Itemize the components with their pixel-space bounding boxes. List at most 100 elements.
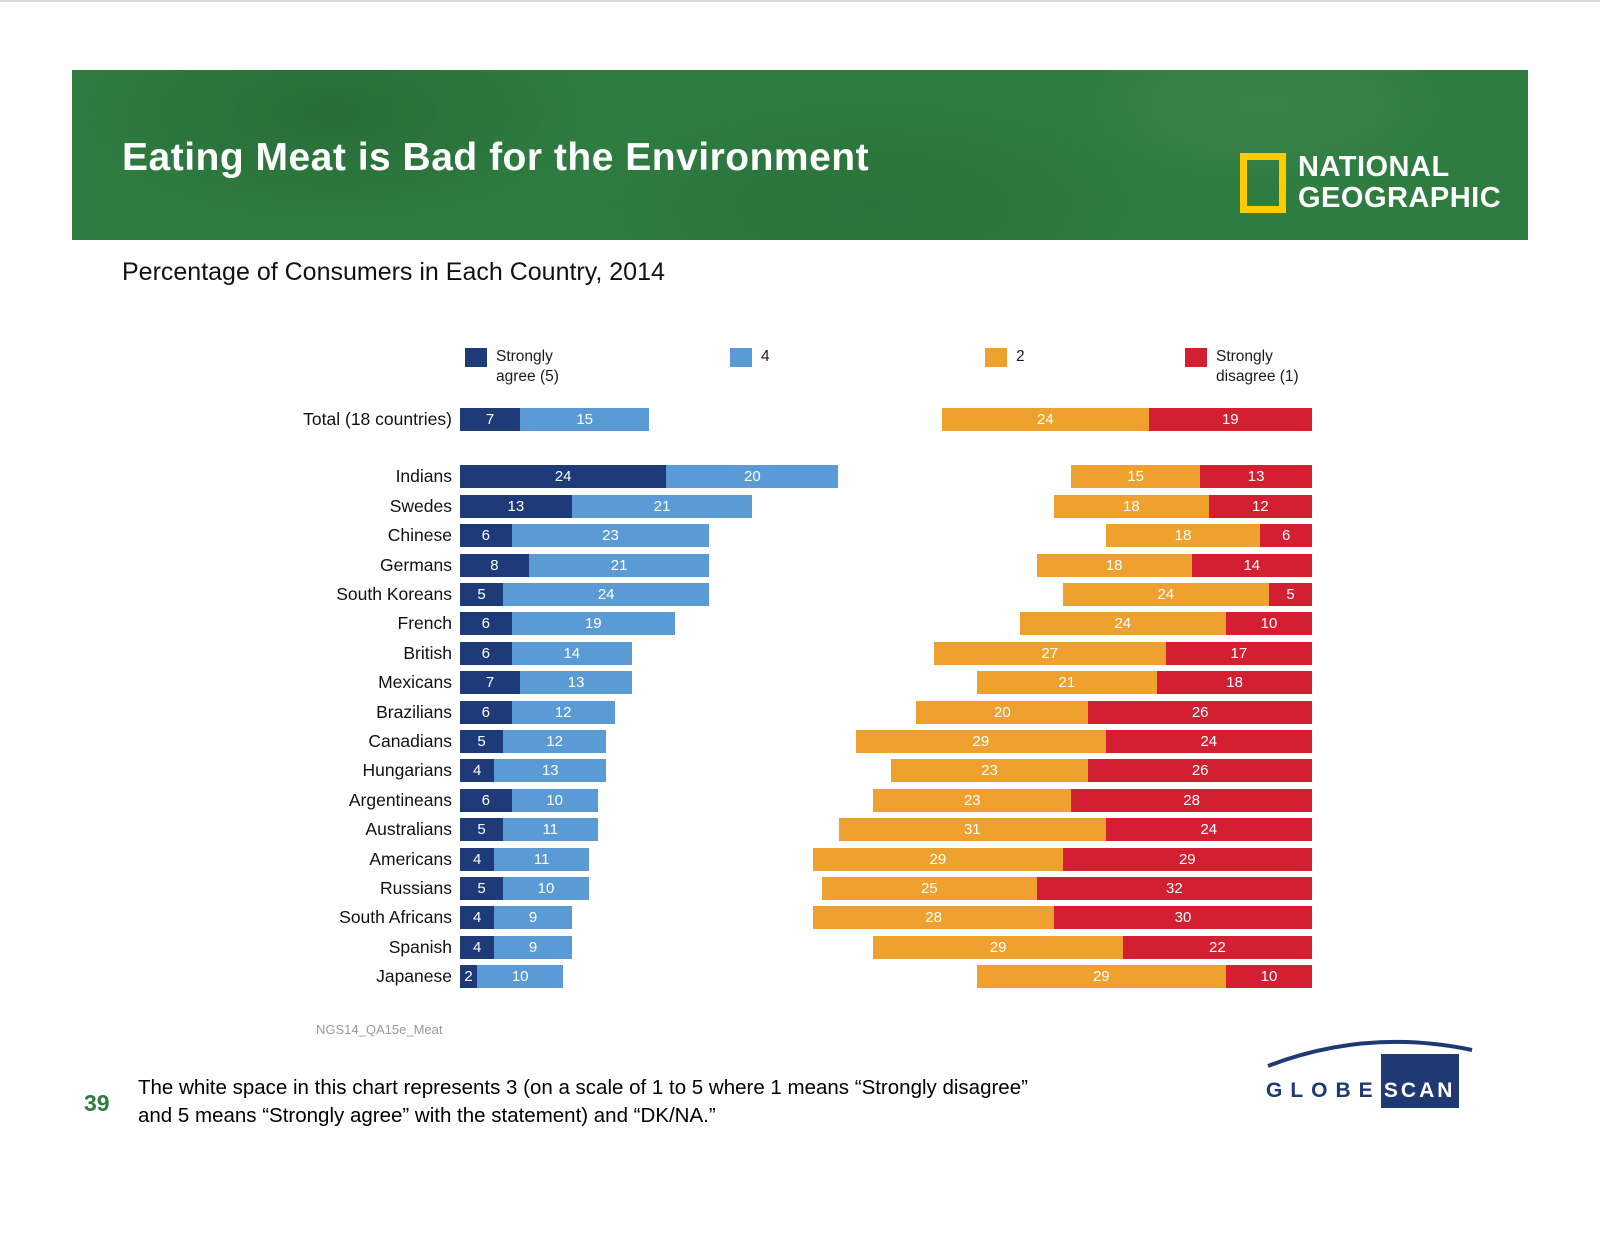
bar-4: 13 [494, 759, 607, 783]
bar-strongly-disagree: 26 [1088, 759, 1312, 783]
bar-strongly-agree: 6 [460, 524, 512, 548]
country-label: Russians [380, 878, 452, 898]
bar-strongly-agree: 6 [460, 641, 512, 665]
globescan-scan-text: SCAN [1380, 1054, 1459, 1108]
chart-subtitle: Percentage of Consumers in Each Country,… [122, 258, 665, 286]
bar-strongly-agree: 24 [460, 465, 667, 489]
footnote-line1: The white space in this chart represents… [138, 1076, 1028, 1099]
bar-strongly-disagree: 12 [1208, 494, 1312, 518]
legend-label: Strongly agree (5) [496, 348, 559, 386]
chart-row: Germans 8 21 18 14 [0, 553, 1600, 577]
chart-row: Japanese 2 10 29 10 [0, 965, 1600, 989]
chart-row: Australians 5 11 31 24 [0, 818, 1600, 842]
country-label: Total (18 countries) [303, 409, 452, 429]
top-divider [0, 0, 1600, 2]
bar-4: 14 [511, 641, 632, 665]
bar-strongly-agree: 5 [460, 583, 503, 606]
bar-4: 10 [477, 965, 564, 989]
bar-4: 21 [528, 553, 710, 577]
legend-swatch [730, 348, 752, 367]
bar-2: 28 [813, 906, 1054, 930]
country-label: Chinese [387, 525, 452, 546]
bar-4: 20 [666, 465, 839, 489]
bar-2: 31 [839, 818, 1106, 842]
globescan-globe-text: GLOBE [1266, 1079, 1381, 1102]
country-label: Australians [365, 819, 452, 840]
chart-row: Total (18 countries) 7 15 24 19 [0, 408, 1600, 431]
legend-label: 4 [761, 348, 770, 365]
bar-4: 13 [520, 671, 632, 695]
bar-2: 27 [933, 641, 1166, 665]
bar-4: 15 [520, 408, 650, 431]
bar-strongly-disagree: 5 [1269, 583, 1312, 606]
natgeo-line1: NATIONAL [1298, 151, 1450, 183]
bar-4: 21 [571, 494, 753, 518]
bar-2: 24 [942, 408, 1149, 431]
bar-strongly-agree: 6 [460, 788, 512, 812]
legend-label: Strongly disagree (1) [1216, 348, 1299, 386]
globescan-logo: GLOBE SCAN [1262, 1036, 1478, 1108]
chart-row: Americans 4 11 29 29 [0, 847, 1600, 871]
bar-4: 9 [494, 935, 572, 959]
bar-2: 29 [813, 847, 1063, 871]
country-label: Canadians [368, 731, 452, 751]
bar-4: 12 [511, 700, 615, 724]
slide-title: Eating Meat is Bad for the Environment [122, 136, 870, 179]
bar-strongly-agree: 4 [460, 906, 495, 930]
bar-strongly-disagree: 6 [1260, 524, 1312, 548]
bar-strongly-disagree: 19 [1148, 408, 1312, 431]
bar-2: 20 [916, 700, 1089, 724]
bar-strongly-disagree: 32 [1036, 877, 1312, 900]
bar-4: 24 [503, 583, 710, 606]
bar-2: 29 [873, 935, 1123, 959]
country-label: Germans [380, 554, 452, 575]
bar-strongly-agree: 8 [460, 553, 529, 577]
chart-row: Spanish 4 9 29 22 [0, 935, 1600, 959]
country-label: British [403, 642, 452, 663]
bar-2: 29 [976, 965, 1226, 989]
legend-swatch [465, 348, 487, 367]
bar-2: 21 [976, 671, 1158, 695]
bar-strongly-disagree: 30 [1054, 906, 1312, 930]
country-label: Spanish [388, 936, 452, 957]
footnote: The white space in this chart represents… [138, 1074, 1028, 1130]
natgeo-frame-icon [1240, 153, 1286, 213]
bar-2: 25 [821, 877, 1037, 900]
chart-row: Hungarians 4 13 23 26 [0, 759, 1600, 783]
bar-strongly-disagree: 18 [1157, 671, 1312, 695]
country-label: South Africans [339, 907, 452, 928]
bar-strongly-disagree: 26 [1088, 700, 1312, 724]
bar-strongly-disagree: 24 [1105, 730, 1312, 753]
bar-strongly-agree: 5 [460, 818, 503, 842]
bar-4: 23 [511, 524, 710, 548]
bar-2: 23 [873, 788, 1072, 812]
chart-row: Chinese 6 23 18 6 [0, 524, 1600, 548]
chart-row: Mexicans 7 13 21 18 [0, 671, 1600, 695]
bar-4: 12 [503, 730, 607, 753]
bar-strongly-agree: 5 [460, 877, 503, 900]
natgeo-line2: GEOGRAPHIC [1298, 182, 1502, 214]
bar-strongly-agree: 4 [460, 759, 495, 783]
bar-2: 18 [1105, 524, 1261, 548]
country-label: French [397, 613, 452, 634]
bar-2: 15 [1071, 465, 1201, 489]
chart-row: Indians 24 20 15 13 [0, 465, 1600, 489]
header-banner: Eating Meat is Bad for the Environment N… [72, 70, 1528, 240]
bar-strongly-disagree: 10 [1226, 965, 1312, 989]
bar-4: 10 [503, 877, 589, 900]
bar-strongly-disagree: 22 [1122, 935, 1312, 959]
legend-swatch [1185, 348, 1207, 367]
bar-strongly-agree: 5 [460, 730, 503, 753]
bar-strongly-disagree: 29 [1062, 847, 1312, 871]
bar-strongly-agree: 7 [460, 408, 521, 431]
chart-row: South Africans 4 9 28 30 [0, 906, 1600, 930]
bar-strongly-agree: 4 [460, 935, 495, 959]
bar-2: 18 [1036, 553, 1192, 577]
natgeo-logo: NATIONAL GEOGRAPHIC [1240, 152, 1501, 214]
bar-2: 24 [1062, 583, 1269, 606]
bar-2: 23 [890, 759, 1089, 783]
chart-row: Canadians 5 12 29 24 [0, 730, 1600, 753]
bar-strongly-agree: 13 [460, 494, 572, 518]
legend-label: 2 [1016, 348, 1025, 365]
footnote-line2: and 5 means “Strongly agree” with the st… [138, 1104, 716, 1127]
